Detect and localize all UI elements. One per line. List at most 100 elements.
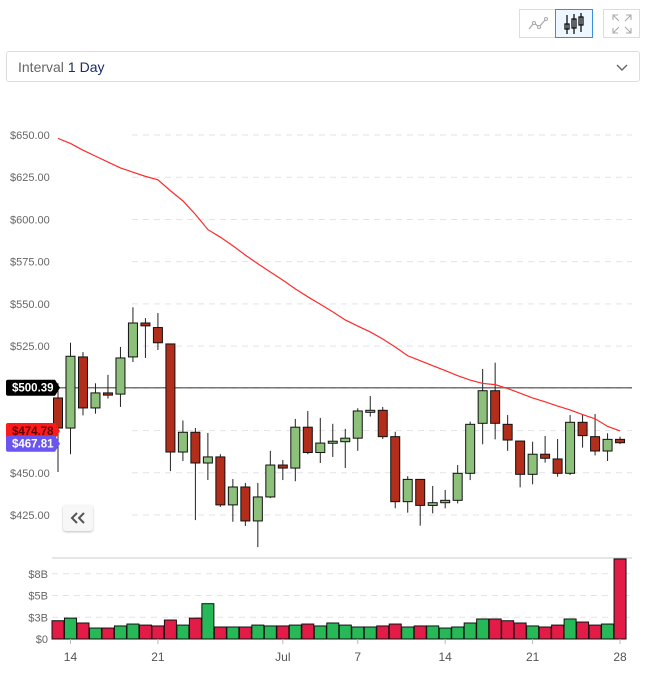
volume-bar <box>176 624 190 640</box>
volume-bar <box>388 623 402 640</box>
price-tag-label: $467.81 <box>12 439 54 451</box>
candle-body <box>552 458 563 474</box>
volume-bar <box>588 624 602 640</box>
candle-body <box>427 502 438 506</box>
volume-bar <box>163 619 177 640</box>
candle-body <box>477 390 488 424</box>
x-axis-label: 21 <box>526 650 540 664</box>
candle-body <box>140 322 151 327</box>
candle-body <box>315 442 326 454</box>
volume-bar <box>238 626 252 640</box>
candle-body <box>615 438 626 444</box>
volume-bar <box>426 625 440 640</box>
volume-bar <box>126 623 140 640</box>
candle-body <box>77 356 88 409</box>
volume-bar <box>363 626 377 640</box>
x-axis-label: 7 <box>354 650 361 664</box>
price-tag-label: $474.78 <box>12 426 54 438</box>
volume-bar <box>513 622 527 640</box>
volume-bar <box>463 622 477 640</box>
x-axis-label: 21 <box>151 650 165 664</box>
line-chart-button[interactable] <box>519 9 556 38</box>
chevron-down-icon <box>616 64 628 71</box>
candle-body <box>340 437 351 443</box>
candle-body <box>165 343 176 453</box>
volume-bar <box>576 621 590 640</box>
candle-body <box>302 426 313 454</box>
volume-bar <box>251 624 265 640</box>
candle-body <box>290 426 301 469</box>
expand-icon <box>611 13 632 34</box>
volume-bar <box>201 603 215 640</box>
volume-axis-label: $3B <box>28 612 48 624</box>
price-axis-label: $600.00 <box>10 214 50 226</box>
candle-body <box>515 440 526 475</box>
price-axis-label: $575.00 <box>10 257 50 269</box>
candle-body <box>527 453 538 475</box>
volume-bar <box>476 618 490 640</box>
candle-body <box>440 499 451 504</box>
candle-body <box>277 464 288 469</box>
candle-body <box>590 436 601 452</box>
candle-body <box>415 478 426 506</box>
candle-body <box>327 440 338 444</box>
volume-bar <box>188 617 202 640</box>
price-axis-label: $425.00 <box>10 510 50 522</box>
volume-bar <box>88 627 102 640</box>
candle-body <box>577 421 588 437</box>
candle-body <box>365 409 376 413</box>
volume-bar <box>538 626 552 640</box>
volume-bar <box>488 618 502 640</box>
candle-body <box>390 436 401 503</box>
volume-bar <box>151 625 165 640</box>
candle-body <box>602 438 613 452</box>
volume-bar <box>601 623 615 640</box>
price-axis-label: $650.00 <box>10 130 50 142</box>
volume-bar <box>51 620 65 640</box>
candle-body <box>540 453 551 459</box>
volume-bar <box>438 627 452 640</box>
volume-bar <box>213 626 227 640</box>
candle-body <box>452 472 463 501</box>
price-tag-reference-line <box>6 379 60 396</box>
volume-bar <box>526 625 540 640</box>
volume-bar <box>563 618 577 640</box>
price-axis-label: $625.00 <box>10 172 50 184</box>
candlestick-chart-button[interactable] <box>555 9 593 38</box>
volume-bar <box>288 624 302 640</box>
x-axis-label: 14 <box>64 650 78 664</box>
candle-body <box>565 421 576 474</box>
volume-bar <box>376 625 390 640</box>
candle-body <box>227 486 238 506</box>
candle-body <box>252 496 263 522</box>
candle-body <box>402 478 413 503</box>
interval-value: 1 Day <box>67 58 105 75</box>
candle-body <box>127 322 138 358</box>
fullscreen-button[interactable] <box>603 9 640 38</box>
candle-body <box>202 456 213 464</box>
volume-bar <box>76 622 90 640</box>
candle-body <box>502 423 513 441</box>
volume-bar <box>451 626 465 640</box>
candle-body <box>352 410 363 439</box>
volume-axis-label: $5B <box>28 591 48 603</box>
candle-body <box>152 327 163 344</box>
collapse-button[interactable] <box>63 505 93 531</box>
price-axis-label: $450.00 <box>10 468 50 480</box>
candle-body <box>215 456 226 506</box>
candle-body <box>90 392 101 409</box>
candle-body <box>265 464 276 498</box>
volume-bar <box>351 626 365 640</box>
price-tag-moving-average <box>6 422 60 439</box>
interval-dropdown[interactable]: Interval 1 Day <box>6 51 640 82</box>
x-axis-label: 28 <box>613 650 627 664</box>
x-axis-label: 14 <box>439 650 453 664</box>
price-tag-label: $500.39 <box>12 383 54 395</box>
double-chevron-left-icon <box>70 512 85 524</box>
candlestick-icon <box>564 12 584 34</box>
price-axis-label: $550.00 <box>10 299 50 311</box>
candle-body <box>177 431 188 453</box>
volume-bar <box>551 624 565 640</box>
